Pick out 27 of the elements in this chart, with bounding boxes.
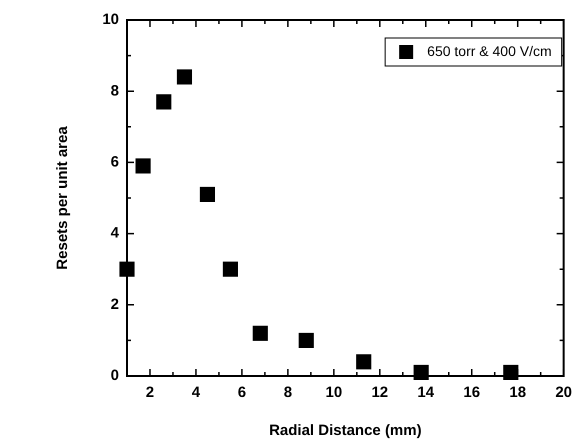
x-tick-label: 2	[146, 384, 154, 402]
y-axis-title: Resets per unit area	[54, 126, 72, 270]
y-tick-label: 6	[110, 154, 119, 171]
point	[200, 186, 216, 202]
point	[156, 94, 172, 110]
point	[176, 69, 192, 85]
y-tick-label: 0	[110, 367, 119, 384]
point	[136, 158, 151, 174]
x-tick-label: 6	[238, 384, 246, 402]
point	[222, 262, 238, 277]
x-tick-label: 14	[417, 384, 435, 402]
y-tick-label: 10	[102, 11, 119, 28]
x-tick-label: 18	[509, 384, 526, 402]
x-tick-label: 16	[463, 384, 480, 402]
x-tick-label: 8	[284, 384, 292, 402]
legend-label: 650 torr & 400 V/cm	[427, 42, 552, 59]
x-axis-title: Radial Distance (mm)	[269, 422, 422, 440]
y-tick-label: 8	[110, 82, 119, 100]
y-tick-label: 4	[110, 224, 120, 242]
point	[356, 354, 372, 370]
x-tick-label: 10	[325, 384, 342, 402]
x-tick-label: 20	[555, 384, 572, 402]
y-tick-label: 2	[110, 296, 119, 313]
x-tick-label: 4	[192, 384, 201, 402]
x-tick-label: 12	[371, 384, 388, 402]
point	[252, 326, 268, 341]
point	[298, 332, 314, 348]
